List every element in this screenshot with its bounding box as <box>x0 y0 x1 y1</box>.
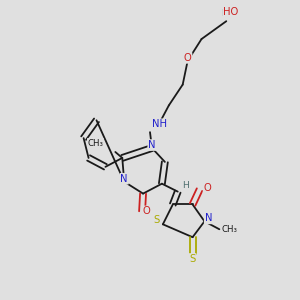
Text: O: O <box>184 53 191 63</box>
Text: N: N <box>121 174 128 184</box>
Text: N: N <box>205 213 212 224</box>
Text: H: H <box>182 181 189 190</box>
Text: O: O <box>142 206 150 216</box>
Text: CH₃: CH₃ <box>87 139 104 148</box>
Text: O: O <box>204 183 211 193</box>
Text: N: N <box>148 140 156 150</box>
Text: S: S <box>154 215 160 225</box>
Text: S: S <box>190 254 196 264</box>
Text: H: H <box>221 9 228 18</box>
Text: NH: NH <box>152 119 167 129</box>
Text: CH₃: CH₃ <box>221 225 237 234</box>
Text: HO: HO <box>223 7 238 17</box>
